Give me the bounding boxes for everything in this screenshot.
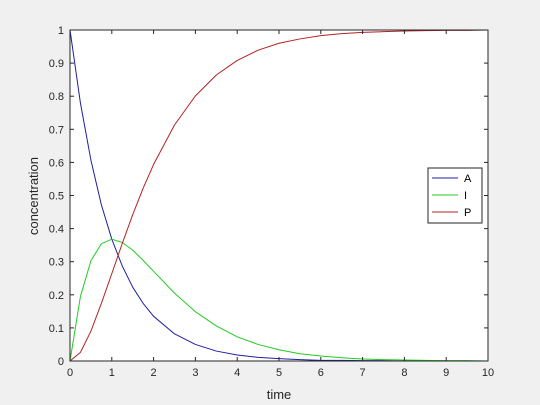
x-tick-label: 6 <box>318 367 324 379</box>
y-tick-label: 0.4 <box>49 224 64 236</box>
ticks: 0 1 2 3 4 5 6 7 8 9 10 0 0.1 0.2 0.3 0.4 0.5 0.6 0.7 0.8 0.9… <box>49 25 494 379</box>
legend-label-A: A <box>464 173 472 185</box>
legend-label-P: P <box>464 207 471 219</box>
y-tick-label: 0.7 <box>49 124 64 136</box>
x-tick-label: 1 <box>109 367 115 379</box>
x-tick-label: 8 <box>401 367 407 379</box>
y-tick-label: 0.3 <box>49 257 64 269</box>
legend: AIP <box>427 167 483 224</box>
x-tick-label: 0 <box>67 367 73 379</box>
y-tick-label: 0.9 <box>49 58 64 70</box>
x-tick-label: 10 <box>482 367 494 379</box>
x-tick-label: 9 <box>443 367 449 379</box>
y-tick-label: 0.2 <box>49 290 64 302</box>
y-tick-label: 0 <box>58 356 64 368</box>
legend-label-I: I <box>464 190 467 202</box>
x-tick-label: 5 <box>276 367 282 379</box>
x-tick-label: 4 <box>234 367 240 379</box>
x-tick-label: 3 <box>192 367 198 379</box>
plot-area <box>70 30 488 361</box>
y-tick-label: 1 <box>58 25 64 37</box>
y-tick-label: 0.5 <box>49 191 64 203</box>
y-tick-label: 0.6 <box>49 157 64 169</box>
y-tick-label: 0.1 <box>49 323 64 335</box>
y-axis-label: concentration <box>26 157 41 235</box>
x-tick-label: 2 <box>151 367 157 379</box>
x-tick-label: 7 <box>360 367 366 379</box>
x-axis-label: time <box>267 387 292 402</box>
y-tick-label: 0.8 <box>49 91 64 103</box>
